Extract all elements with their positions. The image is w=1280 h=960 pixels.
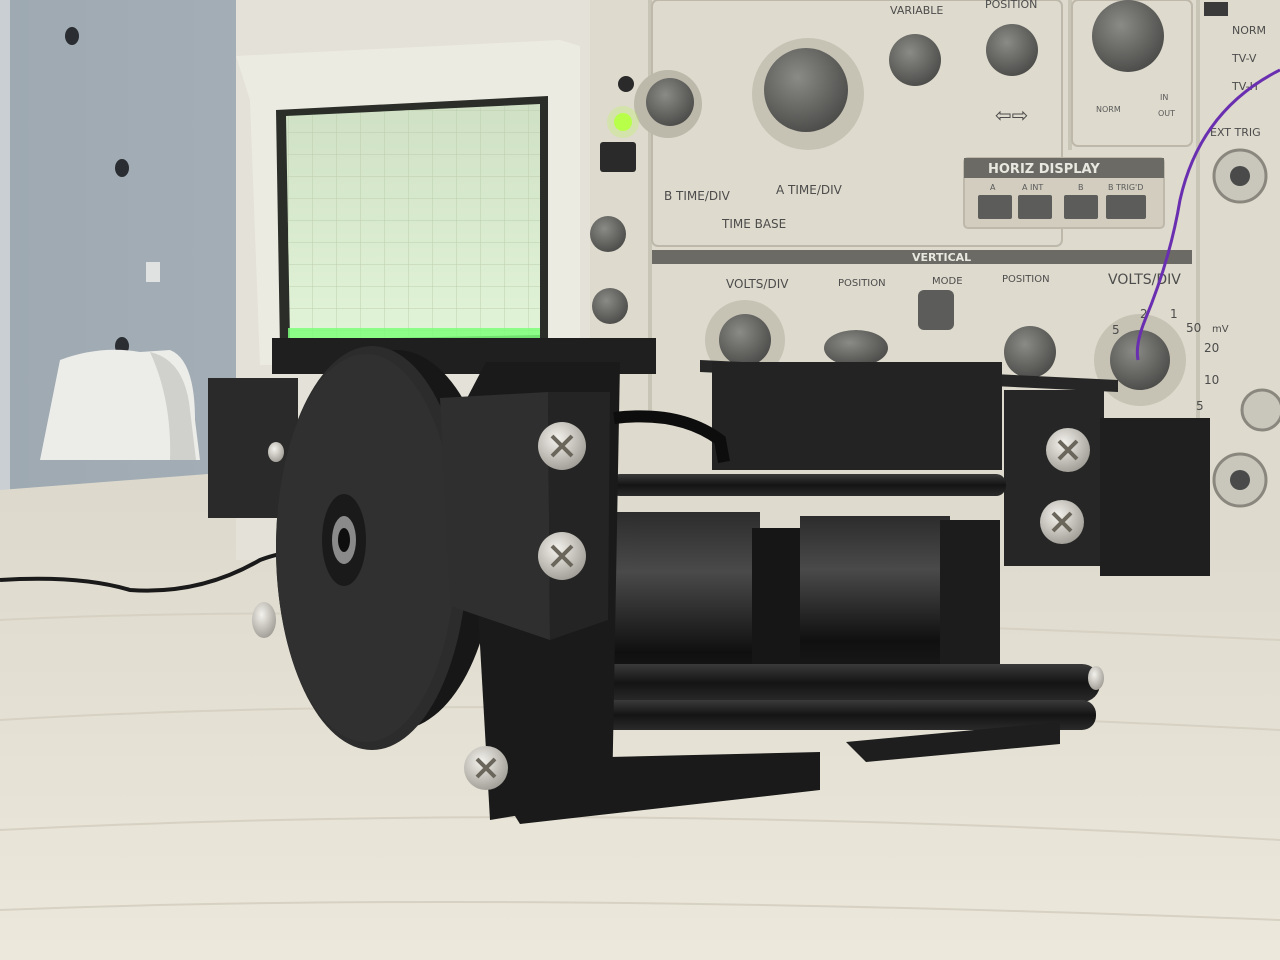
wall-hole <box>65 27 79 45</box>
disc-mount-screw <box>252 602 276 638</box>
b-time-div-inner-knob[interactable] <box>646 78 694 126</box>
ext-trig-bnc-center <box>1230 166 1250 186</box>
horiz-display-title-bar <box>964 158 1164 178</box>
volts-div-left-inner-knob[interactable] <box>719 314 771 366</box>
label-position: POSITION <box>985 0 1037 11</box>
horiz-display-label-a: A <box>990 183 996 192</box>
trigger-switch[interactable] <box>1204 2 1228 16</box>
label-arrows-icon: ⇦⇨ <box>995 103 1029 127</box>
power-indicator-led <box>614 113 632 131</box>
horiz-display-button-a[interactable] <box>978 195 1012 219</box>
label-out: OUT <box>1158 109 1175 118</box>
power-indicator-glow <box>607 106 639 138</box>
intensity-knob[interactable] <box>590 216 626 252</box>
position-left-knob[interactable] <box>824 330 888 366</box>
horiz-display-label-b-trigd: B TRIG'D <box>1108 183 1143 192</box>
horiz-display-title: HORIZ DISPLAY <box>988 162 1100 177</box>
wall-bracket <box>146 262 160 282</box>
white-holder-shade <box>150 352 196 460</box>
volts-scale-value: 1 <box>1170 307 1178 321</box>
screw-cross-icon <box>550 434 574 458</box>
wall-hole <box>115 159 129 177</box>
position-knob[interactable] <box>986 24 1038 76</box>
panel-frame <box>1071 0 1193 147</box>
screw-cross-icon <box>1057 439 1079 461</box>
right-outer-bracket <box>1100 418 1210 576</box>
label-time-base: TIME BASE <box>721 217 786 231</box>
front-end-plate-face <box>440 392 550 640</box>
label-volts-div-right: VOLTS/DIV <box>1108 272 1181 288</box>
label-b-time-div: B TIME/DIV <box>664 189 731 203</box>
horiz-display-label-b: B <box>1078 183 1084 192</box>
horiz-display-button-b[interactable] <box>1064 195 1098 219</box>
panel-divider <box>1196 0 1200 560</box>
wall-edge <box>0 0 10 500</box>
label-position-right: POSITION <box>1002 274 1050 285</box>
screw-cross-icon <box>1051 511 1073 533</box>
crt-graticule <box>286 104 540 340</box>
label-norm-knob: NORM <box>1096 105 1121 114</box>
volts-scale-value: 50 <box>1186 321 1201 335</box>
mode-switch[interactable] <box>918 290 954 330</box>
label-in: IN <box>1160 93 1168 102</box>
rear-plate <box>712 362 1002 470</box>
disc-mount-screw <box>268 442 284 462</box>
motor-cylinder-rear <box>940 520 1000 670</box>
label-ext-trig: EXT TRIG <box>1210 126 1261 139</box>
a-time-div-inner-knob[interactable] <box>764 48 848 132</box>
label-a-time-div: A TIME/DIV <box>776 183 843 197</box>
volts-unit: mV <box>1212 324 1229 335</box>
screw-cross-icon <box>475 757 497 779</box>
ribbon-cable <box>613 410 730 464</box>
channel-bnc-connector[interactable] <box>1240 388 1280 432</box>
volts-scale-value: 20 <box>1204 341 1219 355</box>
volts-scale-value: 2 <box>1140 307 1148 321</box>
volts-scale-value: 10 <box>1204 373 1219 387</box>
horiz-display-button-b-trigd[interactable] <box>1106 195 1146 219</box>
crt-trace <box>288 328 540 338</box>
probe-wire <box>1135 68 1280 361</box>
horiz-display-label-a-int: A INT <box>1022 183 1043 192</box>
guide-rod <box>610 474 1006 496</box>
vertical-title-bar <box>652 250 1192 264</box>
guide-rod <box>500 700 1096 730</box>
base-plate <box>846 722 1060 762</box>
channel-bnc-center <box>1230 470 1250 490</box>
variable-knob[interactable] <box>889 34 941 86</box>
panel-divider <box>648 0 652 420</box>
focus-knob[interactable] <box>592 288 628 324</box>
position-right-knob[interactable] <box>1004 326 1056 378</box>
label-variable: VARIABLE <box>890 4 943 17</box>
pulley-disc-face <box>276 354 456 742</box>
panel-jack[interactable] <box>618 76 634 92</box>
screw-cross-icon <box>550 544 574 568</box>
volts-scale-value: 5 <box>1196 399 1204 413</box>
phillips-screw <box>1088 666 1104 690</box>
trigger-knob[interactable] <box>1092 0 1164 72</box>
horiz-display-button-a-int[interactable] <box>1018 195 1052 219</box>
volts-scale-value: 5 <box>1112 323 1120 337</box>
label-position-left: POSITION <box>838 278 886 289</box>
guide-rod <box>520 664 1100 702</box>
label-mode: MODE <box>932 276 963 287</box>
disc-shaft-bore <box>338 528 350 552</box>
label-volts-div-left: VOLTS/DIV <box>726 277 789 291</box>
panel-divider <box>1068 0 1072 150</box>
vertical-title: VERTICAL <box>912 251 971 264</box>
label-tv-h: TV-H <box>1231 80 1258 93</box>
power-switch[interactable] <box>600 142 636 172</box>
label-tv-v: TV-V <box>1231 52 1257 65</box>
label-norm: NORM <box>1232 24 1266 37</box>
volts-div-right-inner-knob[interactable] <box>1110 330 1170 390</box>
